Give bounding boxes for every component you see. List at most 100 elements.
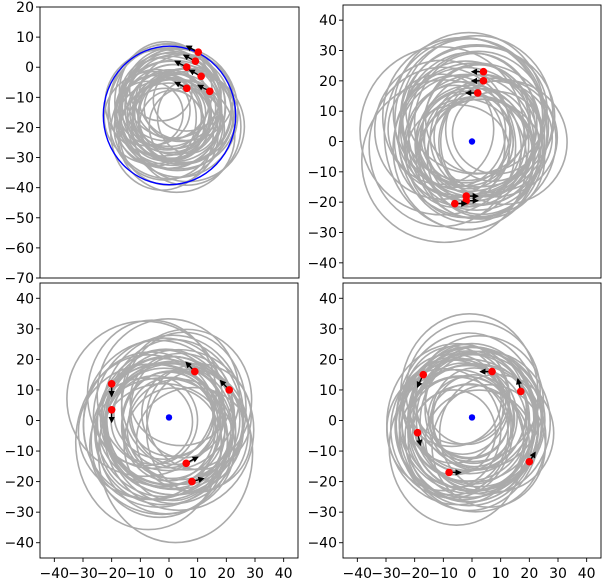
y-tick-label: −50 [4,211,34,227]
orbit-track [411,389,497,476]
y-tick-label: −30 [4,151,34,167]
orbit-tracks [359,31,568,244]
y-tick-label: −40 [4,181,34,197]
orbit-track [439,79,568,206]
body-point [191,367,199,376]
x-tick-label: 20 [520,566,538,582]
body-point [188,477,196,486]
x-tick-label: 30 [246,566,264,582]
y-tick-label: 20 [16,0,34,16]
orbit-track [66,320,224,478]
body-point [479,67,488,76]
y-tick-label: −60 [4,241,34,257]
y-tick-label: 0 [25,60,34,76]
body-point [473,89,482,97]
x-tick-label: 30 [549,566,567,582]
orbit-track [431,374,516,465]
y-tick-label: 20 [16,352,34,368]
y-tick-label: 0 [328,414,337,430]
x-tick-label: 0 [468,566,477,582]
orbit-track [360,79,528,244]
body-point [107,406,116,414]
x-tick-label: −10 [429,566,459,582]
orbit-tracks [103,40,246,194]
orbit-tracks [66,318,255,544]
y-tick-label: 10 [16,30,34,46]
panel-top-left: 20 10 0 −10 −20 −30 −40 −50 −60 −70 [4,0,300,287]
orbit-track [104,48,220,157]
orbit-track [74,353,223,531]
body-point [413,428,422,437]
body-point [182,84,191,93]
y-tick-label: −10 [4,444,34,460]
body-point [419,370,428,379]
body-point [194,48,203,56]
orbit-track [368,66,517,228]
x-tick-label: 40 [578,566,596,582]
y-tick-label: −40 [4,536,34,552]
orbit-track [389,359,514,499]
y-tick-label: −20 [307,475,337,491]
panel-top-right: 40 30 20 10 0 −10 −20 −30 −40 [307,4,602,279]
orbit-track [402,345,505,465]
orbit-track [426,95,536,218]
primary-orbit [102,45,237,186]
x-tick-label: −10 [126,566,156,582]
orbit-track [429,383,510,460]
y-tick-label: 40 [319,13,337,29]
y-tick-label: 40 [319,291,337,307]
orbit-track [393,62,557,219]
body-point [182,459,190,468]
orbit-track [117,78,236,194]
orbit-track [387,73,495,186]
y-tick-label: 0 [25,414,34,430]
y-tick-label: −70 [4,271,34,287]
body-point [197,72,205,81]
primary-point [468,414,476,421]
y-tick-label: −40 [307,256,337,272]
x-tick-label: 10 [492,566,510,582]
x-tick-label: −20 [97,566,127,582]
x-tick-label: 10 [189,566,207,582]
orbit-track [415,353,531,485]
orbit-track [95,377,194,467]
orbit-track [128,376,214,458]
orbit-track [117,74,191,146]
orbit-track [394,356,512,496]
x-tick-label: −40 [40,566,70,582]
y-tick-label: 20 [319,74,337,90]
orbit-track [427,375,511,459]
orbit-track [405,320,541,463]
body-point [182,63,191,72]
y-tick-label: 20 [319,352,337,368]
axes-frame [39,6,300,279]
orbit-track [103,70,203,165]
y-tick-label: 10 [16,383,34,399]
body-point [191,57,200,65]
y-tick-label: −20 [4,120,34,136]
y-tick-label: 40 [16,291,34,307]
orbit-track [120,328,253,471]
orbit-track [408,346,537,493]
y-tick-label: −30 [4,505,34,521]
y-tick-label: 10 [319,383,337,399]
body-point [525,457,534,466]
body-point [225,386,233,394]
y-tick-label: −10 [4,90,34,106]
orbit-tracks [386,313,555,526]
x-tick-label: −40 [343,566,373,582]
body-point [479,77,488,85]
x-tick-label: −20 [400,566,430,582]
y-tick-label: −20 [4,475,34,491]
orbit-track [430,367,518,468]
orbit-track [359,46,525,216]
body-point [205,87,214,96]
orbit-track [451,90,542,175]
body-point [451,199,459,208]
y-tick-label: −20 [307,195,337,211]
orbit-track [402,60,530,182]
x-tick-label: 20 [217,566,235,582]
